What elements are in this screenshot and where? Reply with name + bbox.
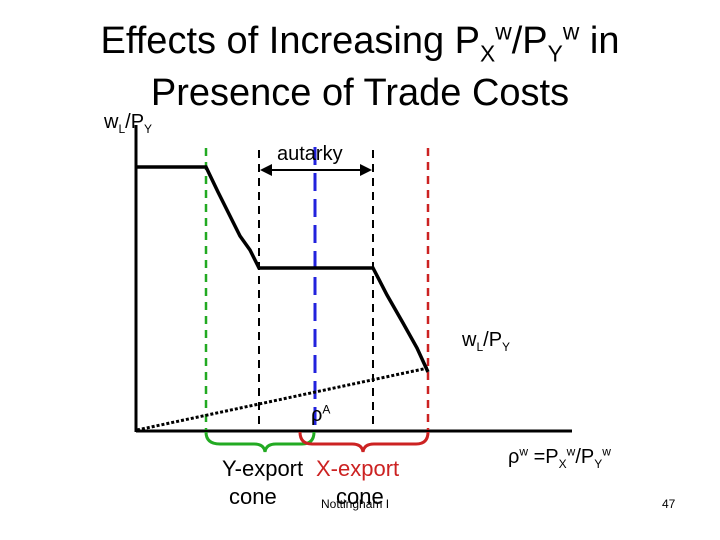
- world-price-line: [136, 366, 429, 432]
- x-axis-label: ρw =PXw/PYw: [508, 444, 611, 471]
- autarky-arrowhead-left: [260, 164, 272, 176]
- y-export-cone-brace: [204, 431, 316, 453]
- slide-title-line1: Effects of Increasing PXw/PYw in: [100, 18, 620, 67]
- autarky-label: autarky: [277, 143, 343, 165]
- y-axis-label: wL/PY: [104, 111, 153, 136]
- wage-curve: [136, 165, 430, 373]
- y-export-label: Y-export: [222, 456, 304, 481]
- x-export-cone-label: cone: [336, 484, 384, 509]
- footer-text: Nottingham I: [321, 497, 390, 511]
- x-export-cone-brace: [298, 431, 430, 453]
- page-number: 47: [662, 497, 676, 511]
- x-export-label: X-export: [316, 456, 400, 481]
- rho-autarky-label: ρA: [311, 402, 331, 426]
- curve-label: wL/PY: [462, 329, 511, 354]
- y-export-cone-label: cone: [229, 484, 277, 509]
- slide-title-line2: Presence of Trade Costs: [150, 72, 570, 114]
- autarky-arrowhead-right: [360, 164, 372, 176]
